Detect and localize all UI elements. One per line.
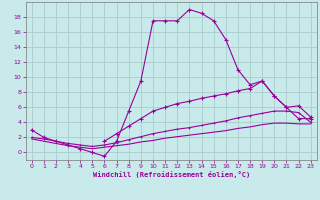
X-axis label: Windchill (Refroidissement éolien,°C): Windchill (Refroidissement éolien,°C): [92, 171, 250, 178]
